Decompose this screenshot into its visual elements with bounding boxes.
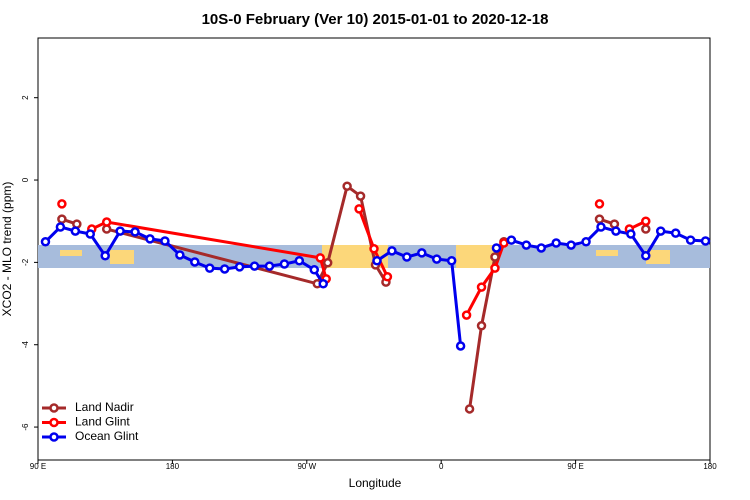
- point: [219, 264, 230, 274]
- y-tick-label: 0: [21, 177, 30, 182]
- point: [499, 238, 509, 248]
- point: [417, 248, 427, 258]
- point: [596, 222, 606, 232]
- point: [190, 257, 200, 267]
- point: [55, 222, 66, 232]
- point: [57, 199, 67, 209]
- point: [309, 265, 320, 275]
- point: [700, 236, 711, 246]
- land-patch: [456, 245, 494, 268]
- point: [204, 263, 215, 273]
- series-line: [62, 186, 646, 409]
- land-patch: [646, 250, 670, 264]
- point: [431, 254, 442, 264]
- land-patch: [596, 250, 618, 256]
- point: [611, 226, 621, 236]
- point: [521, 240, 532, 250]
- point: [354, 204, 364, 214]
- point: [491, 243, 502, 253]
- point: [566, 240, 576, 250]
- y-tick-label: 2: [21, 95, 30, 100]
- y-tick-label: -6: [21, 423, 30, 431]
- legend-label: Ocean Glint: [75, 429, 139, 443]
- land-patch: [110, 250, 134, 264]
- point: [461, 310, 472, 320]
- chart-title: 10S-0 February (Ver 10) 2015-01-01 to 20…: [202, 11, 549, 28]
- point: [581, 237, 591, 247]
- point: [490, 263, 500, 273]
- point: [551, 238, 561, 248]
- point: [594, 199, 605, 209]
- point: [294, 255, 305, 266]
- x-tick-label: 90 E: [567, 462, 583, 471]
- point: [685, 235, 696, 245]
- point: [70, 226, 81, 236]
- y-tick-label: -2: [21, 258, 30, 266]
- point: [455, 341, 466, 351]
- point: [536, 243, 547, 253]
- x-tick-label: 90 E: [30, 462, 46, 471]
- point: [355, 191, 366, 201]
- point: [382, 272, 393, 282]
- point: [315, 253, 325, 263]
- point: [115, 226, 125, 236]
- legend-label: Land Nadir: [75, 400, 134, 414]
- y-tick-label: -4: [21, 341, 30, 349]
- legend-marker: [49, 417, 59, 428]
- point: [372, 255, 382, 266]
- point: [85, 229, 96, 239]
- point: [145, 234, 155, 244]
- point: [626, 229, 636, 239]
- point: [234, 262, 245, 272]
- point: [264, 261, 275, 271]
- point: [476, 282, 487, 292]
- point: [101, 217, 112, 227]
- point: [670, 228, 681, 238]
- legend-label: Land Glint: [75, 415, 130, 429]
- legend-marker: [49, 403, 59, 413]
- point: [655, 226, 666, 236]
- point: [57, 214, 67, 224]
- x-axis-label: Longitude: [349, 476, 402, 490]
- point: [490, 252, 500, 262]
- point: [249, 261, 260, 271]
- point: [318, 279, 328, 289]
- point: [100, 251, 110, 261]
- point: [279, 259, 290, 269]
- point: [130, 227, 140, 237]
- point: [641, 224, 651, 234]
- point: [506, 235, 517, 245]
- point: [464, 404, 475, 414]
- point: [342, 181, 352, 191]
- point: [322, 258, 333, 268]
- x-tick-label: 0: [439, 462, 444, 471]
- point: [641, 216, 651, 226]
- x-tick-label: 90 W: [297, 462, 316, 471]
- point: [641, 251, 651, 261]
- point: [594, 214, 605, 224]
- x-tick-label: 180: [703, 462, 717, 471]
- legend-marker: [49, 432, 59, 442]
- point: [160, 236, 170, 246]
- land-patch: [60, 250, 82, 256]
- point: [175, 250, 185, 260]
- y-axis-label: XCO2 - MLO trend (ppm): [0, 182, 14, 317]
- x-tick-label: 180: [166, 462, 180, 471]
- point: [402, 252, 412, 262]
- point: [476, 321, 487, 331]
- point: [387, 246, 397, 256]
- point: [446, 255, 457, 266]
- point: [40, 237, 51, 247]
- point: [369, 244, 379, 254]
